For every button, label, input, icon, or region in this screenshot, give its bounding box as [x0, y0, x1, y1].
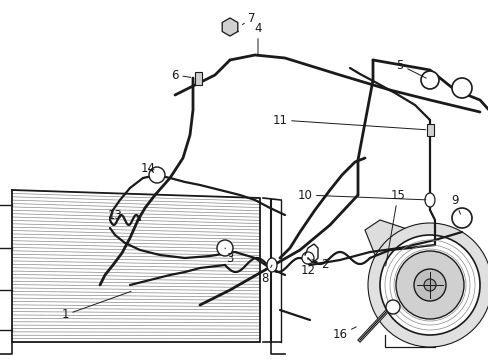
Polygon shape — [12, 190, 260, 342]
Bar — [195, 72, 202, 85]
Text: 1: 1 — [61, 291, 131, 321]
Text: 14: 14 — [140, 162, 155, 175]
Text: 6: 6 — [171, 68, 190, 81]
Text: 5: 5 — [395, 59, 426, 78]
Text: 9: 9 — [450, 194, 460, 214]
Circle shape — [420, 71, 438, 89]
Circle shape — [367, 223, 488, 347]
Circle shape — [423, 279, 435, 291]
Text: 2: 2 — [311, 258, 328, 271]
Circle shape — [379, 235, 479, 335]
Circle shape — [451, 78, 471, 98]
Text: 13: 13 — [107, 208, 122, 225]
Text: 15: 15 — [385, 189, 405, 266]
Text: 8: 8 — [261, 265, 271, 284]
Circle shape — [149, 167, 164, 183]
Text: 12: 12 — [300, 258, 315, 276]
Text: 4: 4 — [254, 22, 261, 56]
Circle shape — [385, 300, 399, 314]
Text: 16: 16 — [332, 327, 356, 342]
Polygon shape — [222, 18, 237, 36]
Polygon shape — [364, 220, 419, 255]
Circle shape — [451, 208, 471, 228]
Ellipse shape — [302, 252, 313, 264]
Ellipse shape — [266, 258, 276, 272]
Text: 10: 10 — [297, 189, 425, 202]
Circle shape — [395, 251, 463, 319]
Polygon shape — [374, 230, 469, 340]
Bar — [426, 124, 433, 136]
Circle shape — [413, 269, 445, 301]
Text: 3: 3 — [224, 248, 233, 265]
Text: 7: 7 — [242, 12, 255, 24]
Text: 11: 11 — [272, 113, 425, 130]
Circle shape — [217, 240, 232, 256]
Ellipse shape — [424, 193, 434, 207]
